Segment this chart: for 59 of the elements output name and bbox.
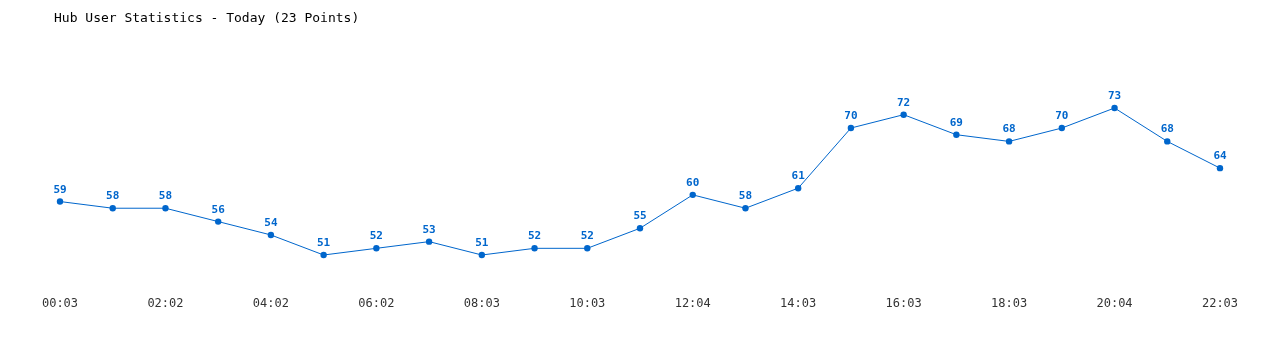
data-label: 55 (633, 209, 647, 223)
data-label: 54 (264, 215, 278, 229)
point (1164, 138, 1171, 145)
point (320, 251, 327, 259)
x-tick-label: 04:02 (252, 296, 289, 310)
point (478, 251, 486, 259)
data-label: 52 (369, 229, 383, 243)
data-label: 56 (211, 202, 226, 216)
data-label: 51 (317, 236, 331, 249)
data-label: 61 (791, 169, 806, 183)
data-label: 70 (844, 109, 858, 123)
point (900, 111, 907, 118)
data-label: 52 (527, 229, 542, 243)
point (1058, 124, 1066, 132)
x-tick-label: 20:04 (1096, 296, 1133, 310)
x-tick-label: 12:04 (674, 296, 711, 310)
point (531, 245, 538, 252)
data-label: 59 (53, 182, 67, 196)
data-label: 68 (1160, 122, 1174, 136)
data-label: 58 (738, 189, 753, 203)
point (953, 131, 960, 138)
x-tick-label: 08:03 (463, 296, 500, 310)
data-label: 64 (1213, 149, 1227, 163)
data-label: 68 (1002, 122, 1016, 136)
data-label: 69 (949, 115, 963, 129)
point (847, 124, 855, 132)
point (742, 205, 749, 212)
data-label: 60 (686, 175, 700, 189)
data-label: 51 (475, 236, 489, 249)
point (425, 238, 433, 245)
point (1216, 164, 1224, 172)
point (689, 191, 696, 199)
x-tick-label: 16:03 (885, 296, 922, 310)
x-tick-label: 22:03 (1201, 296, 1239, 310)
data-label: 53 (422, 222, 436, 236)
point (584, 245, 591, 252)
data-label: 70 (1055, 109, 1069, 123)
data-label: 58 (158, 189, 173, 203)
point (267, 231, 275, 239)
x-tick-label: 18:03 (991, 296, 1028, 310)
point (1111, 104, 1118, 112)
x-tick-label: 06:02 (358, 296, 395, 310)
point (109, 205, 116, 212)
x-tick-label: 14:03 (780, 296, 817, 310)
data-label: 58 (106, 189, 120, 203)
data-label: 52 (580, 229, 594, 243)
x-tick-label: 10:03 (569, 296, 606, 310)
point (214, 218, 222, 225)
point (56, 198, 64, 205)
x-tick-label: 00:03 (41, 296, 79, 310)
point (794, 184, 802, 192)
chart-title: Hub User Statistics - Today (23 Points) (54, 10, 360, 25)
point (373, 245, 380, 252)
point (636, 225, 644, 232)
x-tick-label: 02:02 (147, 296, 184, 310)
point (162, 205, 169, 212)
data-label: 73 (1107, 89, 1122, 102)
point (1005, 138, 1013, 145)
data-label: 72 (897, 95, 911, 109)
